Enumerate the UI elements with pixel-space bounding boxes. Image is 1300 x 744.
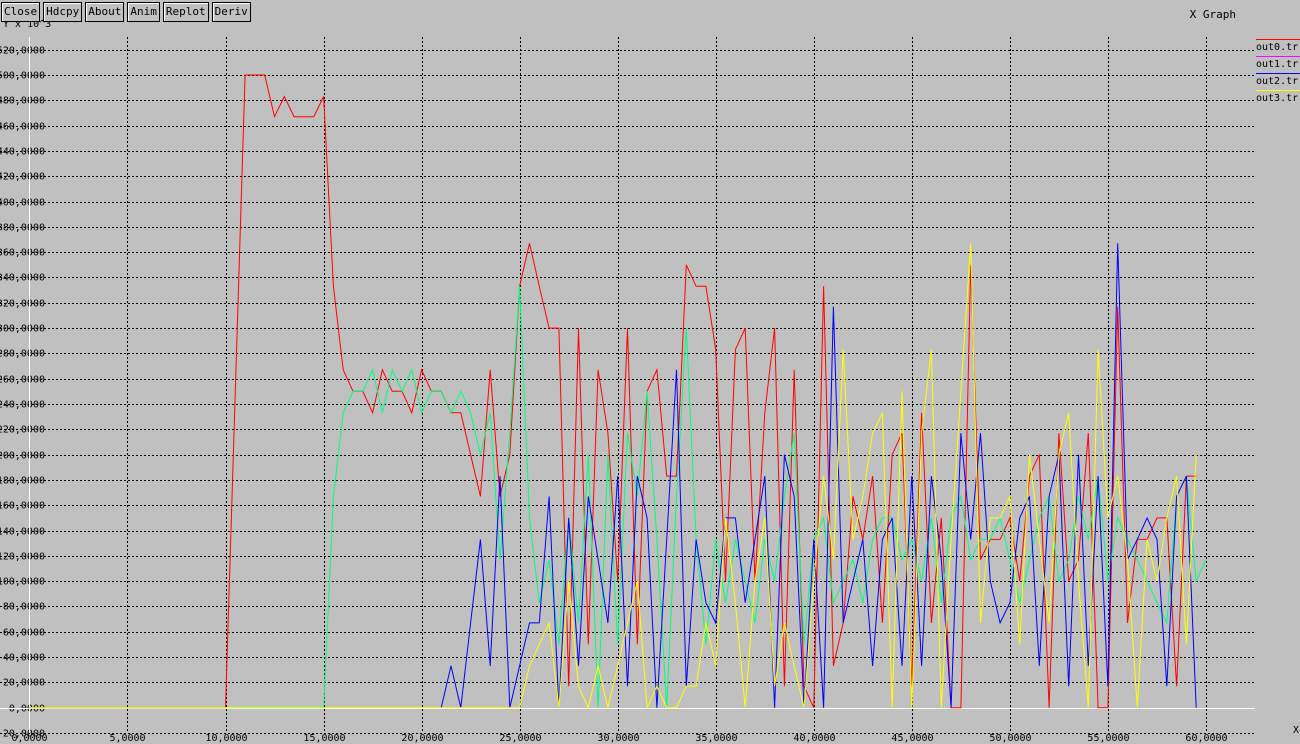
x-tick-label: 25,0000	[499, 733, 541, 744]
y-tick-label: 380,0000	[0, 223, 45, 234]
y-tick-label: 460,0000	[0, 122, 45, 133]
y-tick-label: 20,0000	[3, 678, 45, 689]
deriv-button[interactable]: Deriv	[211, 2, 251, 22]
y-tick-label: 180,0000	[0, 476, 45, 487]
close-button[interactable]: Close	[1, 2, 41, 22]
legend-label-out2: out2.tr	[1256, 76, 1299, 87]
y-tick-label: 420,0000	[0, 172, 45, 183]
y-tick-label: 340,0000	[0, 273, 45, 284]
y-tick-label: 80,0000	[3, 602, 45, 613]
y-tick-label: 320,0000	[0, 299, 45, 310]
y-tick-label: 200,0000	[0, 451, 45, 462]
y-tick-label: 360,0000	[0, 248, 45, 259]
y-tick-label: 60,0000	[3, 628, 45, 639]
y-tick-label: 300,0000	[0, 324, 45, 335]
y-tick-label: 100,0000	[0, 577, 45, 588]
legend-swatch-out2	[1256, 73, 1300, 74]
legend-swatch-out1	[1256, 56, 1300, 57]
x-tick-label: 30,0000	[597, 733, 639, 744]
legend-item-out3[interactable]: out3.tr	[1256, 89, 1300, 106]
series-line-out2-tr	[440, 243, 1197, 708]
legend-label-out0: out0.tr	[1256, 42, 1299, 53]
x-tick-label: 50,0000	[989, 733, 1031, 744]
y-tick-label: 440,0000	[0, 147, 45, 158]
x-tick-label: 60,0000	[1185, 733, 1227, 744]
legend: out0.tr out1.tr out2.tr out3.tr	[1256, 38, 1300, 106]
y-tick-label: 520,0000	[0, 46, 45, 57]
legend-swatch-out0	[1256, 39, 1300, 40]
window-title: X Graph	[1189, 8, 1236, 21]
y-tick-label: -20,0000	[0, 729, 45, 740]
y-tick-label: 160,0000	[0, 501, 45, 512]
y-tick-label: 220,0000	[0, 425, 45, 436]
about-button[interactable]: About	[85, 2, 125, 22]
legend-item-out1[interactable]: out1.tr	[1256, 55, 1300, 72]
replot-button[interactable]: Replot	[162, 2, 209, 22]
x-tick-label: 40,0000	[793, 733, 835, 744]
y-tick-label: 240,0000	[0, 400, 45, 411]
y-tick-label: 280,0000	[0, 349, 45, 360]
y-tick-label: 480,0000	[0, 96, 45, 107]
x-axis-label: X	[1293, 725, 1299, 736]
legend-swatch-out3	[1256, 90, 1300, 91]
y-tick-label: 500,0000	[0, 71, 45, 82]
x-tick-label: 55,0000	[1087, 733, 1129, 744]
series-line-out1-tr	[29, 286, 1207, 709]
y-tick-label: 140,0000	[0, 527, 45, 538]
series-line-out0-tr	[29, 74, 1197, 709]
y-tick-label: 400,0000	[0, 198, 45, 209]
legend-label-out1: out1.tr	[1256, 59, 1299, 70]
y-tick-label: 40,0000	[3, 653, 45, 664]
x-tick-label: 20,0000	[401, 733, 443, 744]
x-tick-label: 35,0000	[695, 733, 737, 744]
y-tick-label: 260,0000	[0, 375, 45, 386]
x-tick-label: 45,0000	[891, 733, 933, 744]
x-tick-label: 0,0000	[11, 733, 47, 744]
x-tick-label: 5,0000	[109, 733, 145, 744]
hdcpy-button[interactable]: Hdcpy	[43, 2, 83, 22]
y-tick-label: 120,0000	[0, 552, 45, 563]
x-tick-label: 10,0000	[205, 733, 247, 744]
y-axis-label: Y x 10^3	[3, 19, 51, 30]
legend-label-out3: out3.tr	[1256, 93, 1299, 104]
toolbar: Close Hdcpy About Anim Replot Deriv	[1, 2, 251, 22]
legend-item-out0[interactable]: out0.tr	[1256, 38, 1300, 55]
series-line-out3-tr	[29, 243, 1197, 710]
anim-button[interactable]: Anim	[127, 2, 160, 22]
legend-item-out2[interactable]: out2.tr	[1256, 72, 1300, 89]
x-tick-label: 15,0000	[303, 733, 345, 744]
